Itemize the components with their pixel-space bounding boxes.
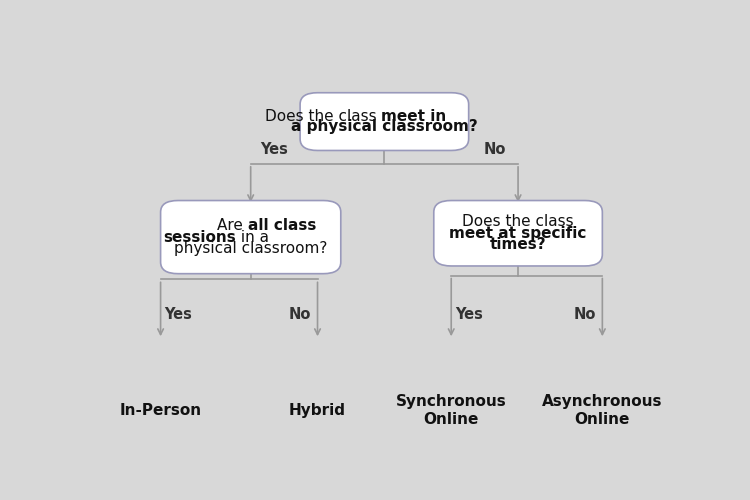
Text: Synchronous
Online: Synchronous Online xyxy=(396,394,506,426)
Text: times?: times? xyxy=(490,238,546,252)
Text: No: No xyxy=(484,142,506,157)
Text: Yes: Yes xyxy=(260,142,288,157)
Text: all class: all class xyxy=(248,218,316,233)
Text: Yes: Yes xyxy=(164,307,192,322)
Text: Hybrid: Hybrid xyxy=(289,403,346,418)
Text: a physical classroom?: a physical classroom? xyxy=(291,120,478,134)
Text: Does the class: Does the class xyxy=(265,108,382,124)
Text: meet at specific: meet at specific xyxy=(449,226,586,241)
Text: Yes: Yes xyxy=(454,307,482,322)
Text: In-Person: In-Person xyxy=(119,403,202,418)
Text: physical classroom?: physical classroom? xyxy=(174,241,327,256)
Text: Are: Are xyxy=(217,218,248,233)
FancyBboxPatch shape xyxy=(160,200,340,274)
FancyBboxPatch shape xyxy=(433,200,602,266)
FancyBboxPatch shape xyxy=(300,92,469,150)
Text: Does the class: Does the class xyxy=(462,214,574,229)
Text: meet in: meet in xyxy=(382,108,447,124)
Text: sessions: sessions xyxy=(164,230,236,244)
Text: Asynchronous
Online: Asynchronous Online xyxy=(542,394,662,426)
Text: No: No xyxy=(574,307,596,322)
Text: in a: in a xyxy=(236,230,269,244)
Text: No: No xyxy=(289,307,311,322)
